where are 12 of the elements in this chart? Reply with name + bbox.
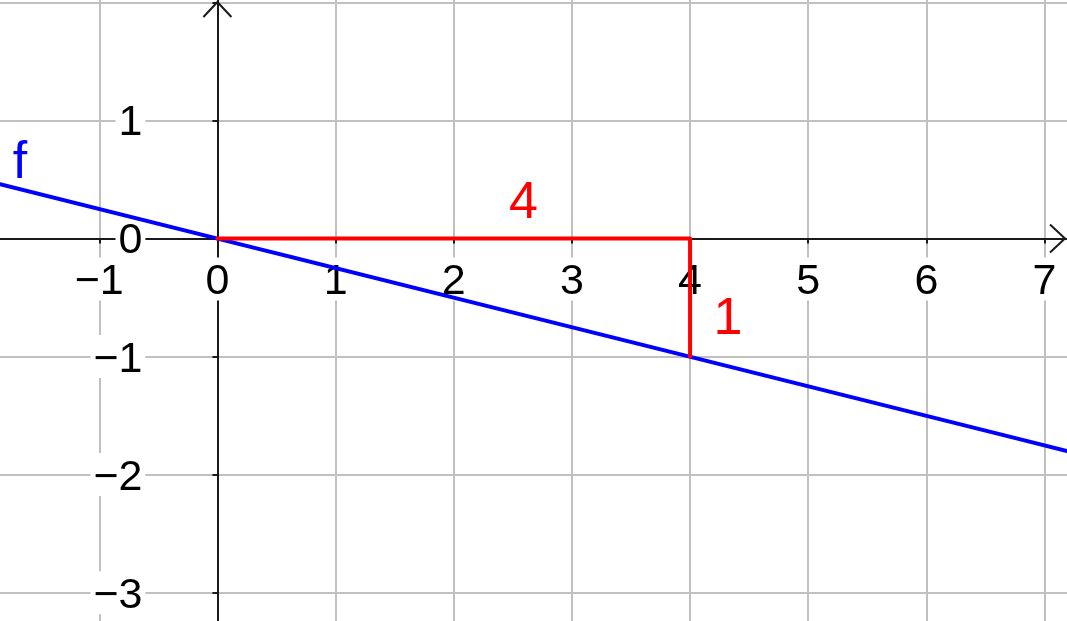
x-tick-label: 2: [441, 254, 466, 303]
x-tick-label: 3: [559, 254, 584, 303]
y-tick-label: 1: [118, 96, 143, 145]
x-tick-label: 0: [205, 254, 230, 303]
annotation: 4: [509, 171, 538, 230]
y-tick-label: −3: [93, 568, 143, 617]
x-tick-label: 7: [1032, 254, 1057, 303]
y-tick-label: −1: [93, 332, 143, 381]
y-tick-label: −2: [93, 450, 143, 499]
x-tick-label: 6: [914, 254, 939, 303]
x-tick-label: 5: [796, 254, 821, 303]
series-label: f: [12, 131, 28, 190]
